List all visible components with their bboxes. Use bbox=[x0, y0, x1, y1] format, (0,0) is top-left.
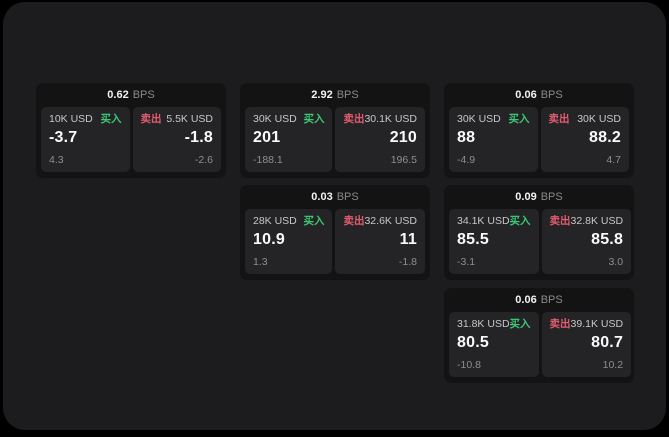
sell-panel[interactable]: 卖出 32.6K USD 11 -1.8 bbox=[335, 209, 425, 274]
bps-header: 0.03 BPS bbox=[240, 185, 430, 209]
buy-amount: 10K USD bbox=[49, 113, 93, 125]
buy-label: 买入 bbox=[303, 113, 325, 125]
bps-value: 0.09 bbox=[515, 191, 537, 203]
sell-price: -1.8 bbox=[184, 128, 213, 146]
bps-unit-label: BPS bbox=[540, 294, 563, 306]
bps-unit-label: BPS bbox=[540, 89, 563, 101]
buy-price: -3.7 bbox=[49, 128, 78, 146]
buy-panel[interactable]: 34.1K USD 买入 85.5 -3.1 bbox=[449, 209, 539, 274]
sell-panel[interactable]: 卖出 30.1K USD 210 196.5 bbox=[335, 107, 425, 172]
sell-price: 210 bbox=[389, 128, 417, 146]
bps-unit-label: BPS bbox=[132, 89, 155, 101]
quote-card: 0.03 BPS 28K USD 买入 10.9 1.3 卖出 32.6K US… bbox=[240, 185, 430, 280]
bps-value: 0.03 bbox=[311, 191, 333, 203]
sell-amount: 30K USD bbox=[577, 113, 621, 125]
buy-amount: 28K USD bbox=[253, 215, 297, 227]
buy-label: 买入 bbox=[509, 215, 531, 227]
bps-value: 0.06 bbox=[515, 89, 537, 101]
sell-change: 10.2 bbox=[602, 359, 624, 372]
bps-header: 0.62 BPS bbox=[36, 83, 226, 107]
bps-value: 0.06 bbox=[515, 294, 537, 306]
buy-change: -10.8 bbox=[457, 359, 481, 372]
sell-label: 卖出 bbox=[140, 113, 162, 125]
buy-change: -188.1 bbox=[253, 154, 283, 167]
sell-panel[interactable]: 卖出 5.5K USD -1.8 -2.6 bbox=[132, 107, 221, 172]
bps-header: 0.09 BPS bbox=[444, 185, 634, 209]
buy-label: 买入 bbox=[508, 113, 530, 125]
bps-value: 2.92 bbox=[311, 89, 333, 101]
sell-amount: 32.8K USD bbox=[570, 215, 624, 227]
quote-panels: 10K USD 买入 -3.7 4.3 卖出 5.5K USD -1.8 -2.… bbox=[36, 107, 226, 172]
buy-panel[interactable]: 30K USD 买入 201 -188.1 bbox=[245, 107, 333, 172]
sell-price: 11 bbox=[399, 230, 417, 248]
sell-amount: 5.5K USD bbox=[166, 113, 213, 125]
sell-label: 卖出 bbox=[549, 215, 571, 227]
buy-label: 买入 bbox=[509, 318, 531, 330]
sell-change: -1.8 bbox=[398, 256, 417, 269]
app-panel: 0.62 BPS 10K USD 买入 -3.7 4.3 卖出 5.5K USD… bbox=[3, 2, 666, 430]
buy-panel[interactable]: 10K USD 买入 -3.7 4.3 bbox=[41, 107, 130, 172]
buy-price: 88 bbox=[457, 128, 476, 146]
bps-value: 0.62 bbox=[107, 89, 129, 101]
quote-panels: 31.8K USD 买入 80.5 -10.8 卖出 39.1K USD 80.… bbox=[444, 312, 634, 377]
buy-price: 201 bbox=[253, 128, 281, 146]
sell-amount: 39.1K USD bbox=[570, 318, 624, 330]
sell-price: 85.8 bbox=[591, 230, 624, 248]
buy-amount: 30K USD bbox=[457, 113, 501, 125]
buy-change: -3.1 bbox=[457, 256, 476, 269]
quote-panels: 30K USD 买入 201 -188.1 卖出 30.1K USD 210 1… bbox=[240, 107, 430, 172]
sell-change: 3.0 bbox=[608, 256, 624, 269]
quote-panels: 30K USD 买入 88 -4.9 卖出 30K USD 88.2 4.7 bbox=[444, 107, 634, 172]
sell-amount: 32.6K USD bbox=[364, 215, 417, 227]
sell-price: 88.2 bbox=[589, 128, 621, 146]
buy-amount: 31.8K USD bbox=[457, 318, 510, 330]
sell-panel[interactable]: 卖出 32.8K USD 85.8 3.0 bbox=[541, 209, 632, 274]
quote-panels: 28K USD 买入 10.9 1.3 卖出 32.6K USD 11 -1.8 bbox=[240, 209, 430, 274]
sell-label: 卖出 bbox=[549, 318, 571, 330]
buy-panel[interactable]: 31.8K USD 买入 80.5 -10.8 bbox=[449, 312, 539, 377]
bps-header: 2.92 BPS bbox=[240, 83, 430, 107]
sell-price: 80.7 bbox=[591, 333, 624, 351]
sell-label: 卖出 bbox=[343, 113, 365, 125]
buy-label: 买入 bbox=[100, 113, 122, 125]
sell-panel[interactable]: 卖出 39.1K USD 80.7 10.2 bbox=[541, 312, 632, 377]
buy-amount: 30K USD bbox=[253, 113, 297, 125]
sell-amount: 30.1K USD bbox=[364, 113, 417, 125]
quote-card: 0.06 BPS 30K USD 买入 88 -4.9 卖出 30K USD 8… bbox=[444, 83, 634, 178]
sell-label: 卖出 bbox=[343, 215, 365, 227]
quote-card: 2.92 BPS 30K USD 买入 201 -188.1 卖出 30.1K … bbox=[240, 83, 430, 178]
sell-label: 卖出 bbox=[548, 113, 570, 125]
buy-change: 1.3 bbox=[253, 256, 268, 269]
buy-price: 80.5 bbox=[457, 333, 489, 351]
buy-change: -4.9 bbox=[457, 154, 476, 167]
quote-card: 0.62 BPS 10K USD 买入 -3.7 4.3 卖出 5.5K USD… bbox=[36, 83, 226, 178]
buy-price: 85.5 bbox=[457, 230, 489, 248]
sell-change: 4.7 bbox=[606, 154, 621, 167]
sell-change: 196.5 bbox=[390, 154, 417, 167]
buy-panel[interactable]: 28K USD 买入 10.9 1.3 bbox=[245, 209, 333, 274]
quote-card: 0.06 BPS 31.8K USD 买入 80.5 -10.8 卖出 39.1… bbox=[444, 288, 634, 383]
buy-label: 买入 bbox=[303, 215, 325, 227]
buy-change: 4.3 bbox=[49, 154, 64, 167]
sell-change: -2.6 bbox=[194, 154, 213, 167]
bps-unit-label: BPS bbox=[336, 191, 359, 203]
bps-unit-label: BPS bbox=[336, 89, 359, 101]
bps-header: 0.06 BPS bbox=[444, 83, 634, 107]
bps-header: 0.06 BPS bbox=[444, 288, 634, 312]
buy-panel[interactable]: 30K USD 买入 88 -4.9 bbox=[449, 107, 538, 172]
sell-panel[interactable]: 卖出 30K USD 88.2 4.7 bbox=[540, 107, 629, 172]
buy-price: 10.9 bbox=[253, 230, 285, 248]
bps-unit-label: BPS bbox=[540, 191, 563, 203]
buy-amount: 34.1K USD bbox=[457, 215, 510, 227]
quote-panels: 34.1K USD 买入 85.5 -3.1 卖出 32.8K USD 85.8… bbox=[444, 209, 634, 274]
quote-card: 0.09 BPS 34.1K USD 买入 85.5 -3.1 卖出 32.8K… bbox=[444, 185, 634, 280]
